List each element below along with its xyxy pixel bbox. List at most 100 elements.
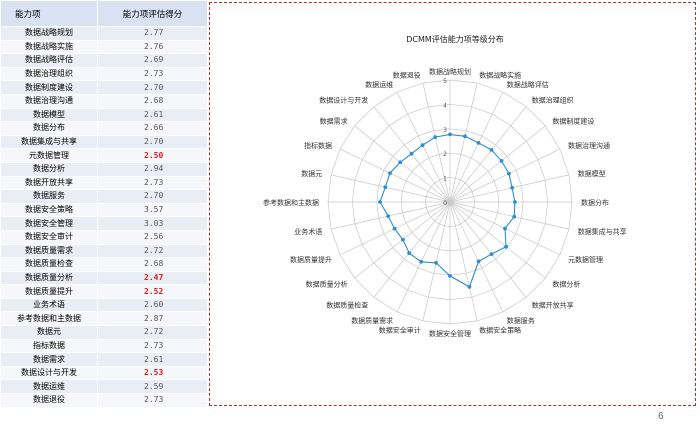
capability-name: 参考数据和主数据 [0,311,98,327]
table-row: 数据模型 2.61 [0,107,208,123]
category-label: 数据质量检查 [326,300,368,309]
table-row: 数据分布 2.66 [0,121,208,136]
grid-spoke [449,201,527,298]
capability-score: 2.61 [97,107,208,123]
table-row: 数据制度建设 2.70 [0,80,208,95]
category-label: 元数据管理 [568,255,603,264]
capability-score: 2.72 [97,325,208,340]
axis-tick-label: 3 [443,127,447,134]
capability-score: 2.70 [97,80,208,95]
data-point [467,285,472,289]
category-label: 参考数据和主数据 [263,198,319,207]
data-point [476,141,481,145]
category-label: 数据运维 [365,80,393,89]
capability-score: 2.69 [97,53,208,68]
data-point [383,185,388,190]
capability-name: 数据服务 [0,189,98,204]
capability-score: 2.60 [97,297,208,313]
category-label: 数据元 [301,169,322,178]
grid-spoke [449,91,504,203]
table-row: 数据战略实施 2.76 [0,39,208,55]
capability-name: 数据安全管理 [0,216,98,231]
data-point [378,200,382,204]
axis-tick-label: 1 [443,176,447,183]
table-row: 数据运维 2.59 [0,379,208,395]
capability-name: 数据安全审计 [0,229,98,245]
capability-score: 2.61 [97,352,208,367]
category-label: 数据战略评估 [507,80,549,89]
grid-spoke [396,201,451,313]
capability-name: 指标数据 [0,338,98,354]
category-label: 数据模型 [578,169,606,178]
table-row: 数据设计与开发 2.53 [0,365,208,381]
table-row: 数据质量需求 2.72 [0,243,208,259]
grid-spoke [449,201,478,321]
data-point [504,244,508,249]
capability-name: 数据安全策略 [0,202,98,218]
capability-name: 数据治理组织 [0,66,98,82]
capability-name: 数据战略规划 [0,26,98,41]
table-row: 数据服务 2.70 [0,189,208,204]
capability-name: 数据质量需求 [0,243,98,259]
capability-name: 元数据管理 [0,148,98,163]
grid-spoke [449,201,504,313]
capability-name: 数据治理沟通 [0,93,98,109]
table-row: 数据战略规划 2.77 [0,26,208,41]
data-point [489,252,494,256]
table-row: 数据质量检查 2.68 [0,257,208,272]
capability-score: 2.50 [97,148,208,163]
axis-tick-label: 5 [443,78,447,85]
axis-tick-label: 2 [443,151,447,158]
table-row: 元数据管理 2.50 [0,148,208,163]
capability-score: 2.52 [97,284,208,299]
capability-score: 2.73 [97,393,208,408]
table-row: 数据质量分析 2.47 [0,270,208,286]
table-row: 数据治理组织 2.73 [0,66,208,82]
capability-name: 数据开放共享 [0,175,98,191]
category-label: 数据制度建设 [552,116,594,125]
table-row: 数据开放共享 2.73 [0,175,208,191]
table-header-row: 能力项 能力项评估得分 [0,0,208,27]
capability-name: 业务术语 [0,297,98,313]
data-point [448,274,452,278]
category-label: 数据质量需求 [351,316,393,325]
table-row: 数据集成与共享 2.70 [0,134,208,150]
table-row: 参考数据和主数据 2.87 [0,311,208,327]
capability-name: 数据战略实施 [0,39,98,55]
header-score: 能力项评估得分 [97,0,208,27]
category-label: 数据安全审计 [379,326,421,335]
category-label: 数据质量分析 [306,280,348,289]
data-point [420,143,425,148]
capability-name: 数据集成与共享 [0,134,98,150]
data-point [434,261,438,265]
category-label: 数据安全策略 [479,326,521,335]
table-row: 数据安全审计 2.56 [0,229,208,245]
table-row: 数据元 2.72 [0,325,208,340]
data-point [510,185,514,190]
capability-score: 2.68 [97,257,208,272]
category-label: 数据需求 [320,116,348,125]
table-row: 业务术语 2.60 [0,297,208,313]
data-point [503,226,507,231]
score-table: 能力项 能力项评估得分 数据战略规划 2.77 数据战略实施 2.76 数据战略评估 2.… [0,0,208,408]
data-point [489,148,494,152]
capability-score: 2.77 [97,26,208,41]
capability-name: 数据元 [0,325,98,340]
capability-score: 2.66 [97,121,208,136]
radar-grid [327,79,573,325]
capability-score: 2.94 [97,161,208,177]
grid-spoke [449,201,569,230]
capability-score: 2.70 [97,134,208,150]
capability-score: 2.73 [97,175,208,191]
capability-name: 数据需求 [0,352,98,367]
table-row: 数据质量提升 2.52 [0,284,208,299]
category-label: 数据质量提升 [290,255,332,264]
category-label: 数据服务 [507,316,535,325]
table-row: 数据安全策略 3.57 [0,202,208,218]
data-point [409,151,414,156]
category-label: 数据安全管理 [429,329,471,338]
capability-score: 2.56 [97,229,208,245]
category-label: 业务术语 [294,227,322,236]
grid-spoke [354,125,451,203]
